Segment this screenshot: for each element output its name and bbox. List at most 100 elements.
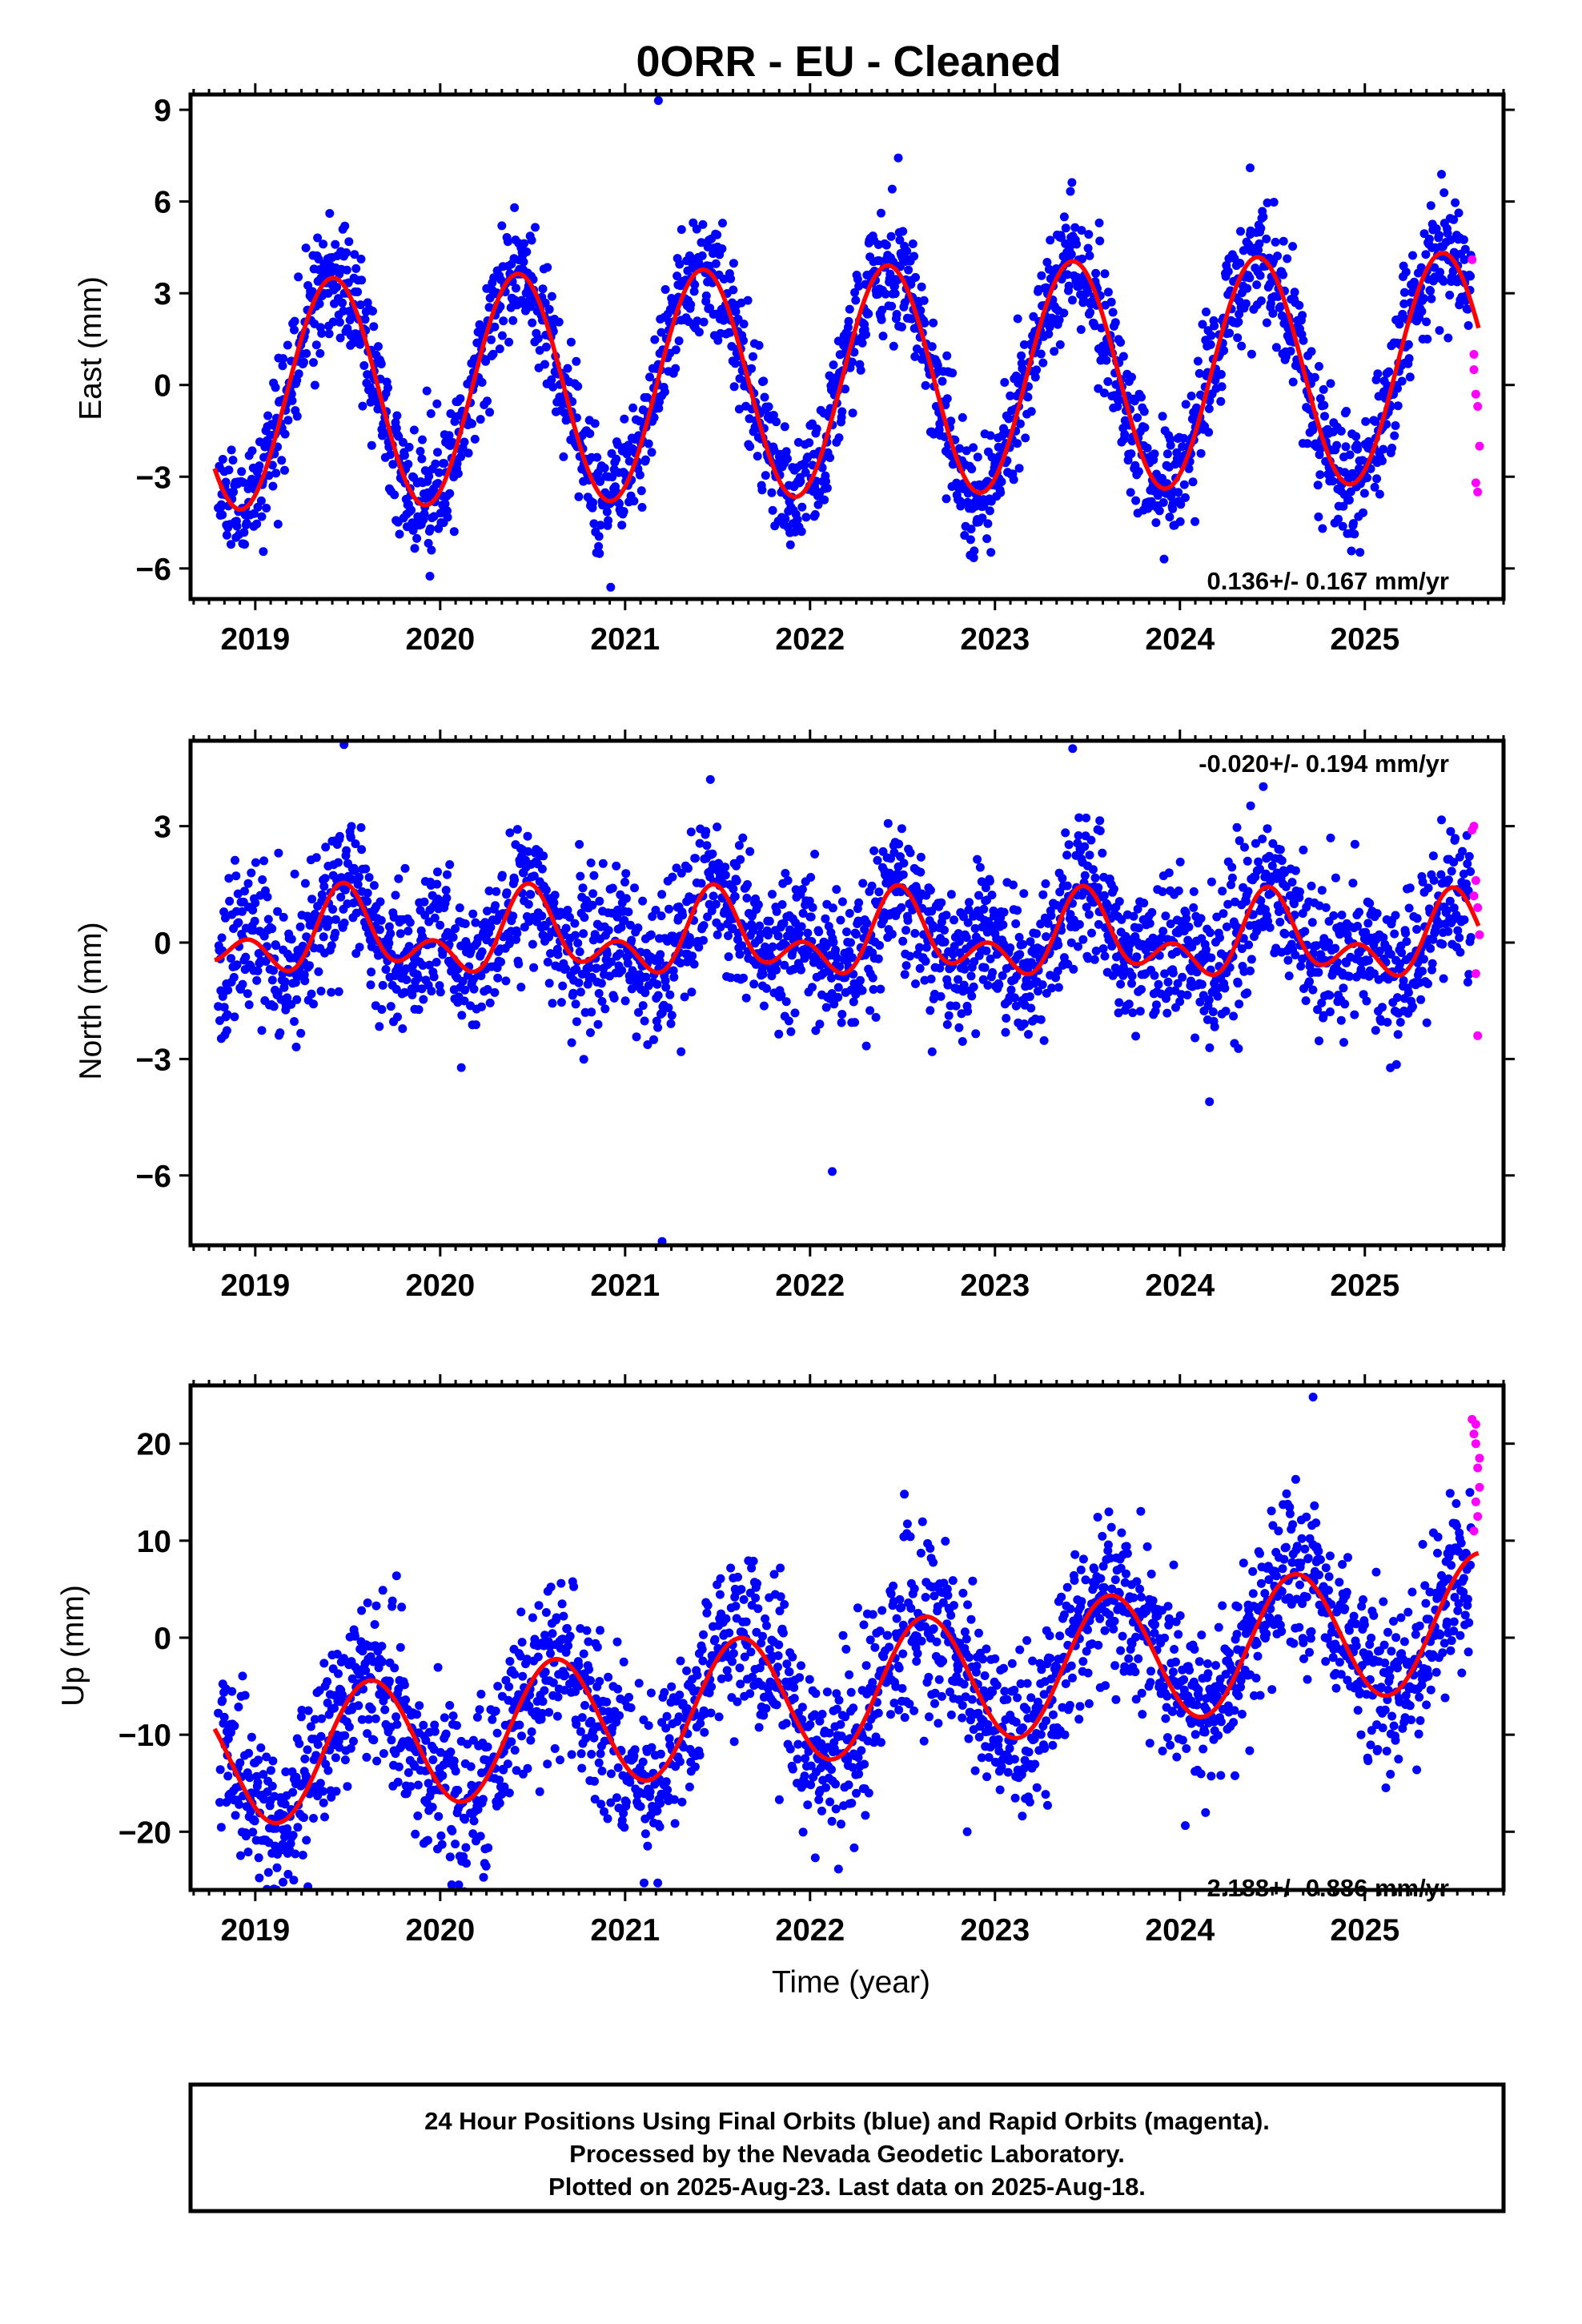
north-point <box>1412 914 1422 923</box>
north-point <box>649 1035 658 1044</box>
east-point <box>898 227 908 236</box>
north-point <box>609 993 619 1003</box>
east-point <box>1269 198 1279 207</box>
east-point <box>1417 307 1427 316</box>
east-point <box>1313 480 1323 490</box>
east-point <box>1206 340 1215 349</box>
north-point <box>347 875 357 884</box>
north-point <box>307 895 317 904</box>
north-point <box>1189 903 1199 912</box>
north-point <box>600 1004 610 1014</box>
east-point <box>424 472 434 481</box>
north-point <box>954 975 963 984</box>
north-point <box>942 911 951 920</box>
north-point <box>1223 899 1233 909</box>
north-point <box>491 901 500 911</box>
east-point <box>1151 518 1161 528</box>
east-point <box>1290 287 1299 297</box>
north-point <box>472 1020 480 1030</box>
east-point <box>357 275 367 285</box>
north-point <box>1307 881 1316 891</box>
north-point <box>982 946 991 955</box>
east-point <box>820 495 829 505</box>
east-point <box>938 376 947 386</box>
north-point <box>396 929 405 939</box>
north-point <box>668 872 677 882</box>
north-point <box>979 904 989 914</box>
north-point <box>225 896 235 906</box>
north-point <box>857 986 867 995</box>
north-point <box>1114 897 1124 907</box>
north-point <box>1331 873 1340 883</box>
east-point <box>264 471 274 480</box>
north-point <box>1291 951 1300 959</box>
north-point <box>1162 1008 1172 1018</box>
north-point <box>1265 923 1275 932</box>
north-point <box>1251 838 1260 848</box>
east-point <box>874 256 884 265</box>
north-point <box>1222 922 1231 931</box>
north-point <box>646 930 656 939</box>
north-point <box>1339 1038 1348 1047</box>
east-point <box>887 184 897 194</box>
north-point <box>1246 966 1255 975</box>
north-point <box>486 923 496 932</box>
east-point <box>948 368 958 378</box>
east-point <box>909 251 919 261</box>
north-point <box>386 1002 396 1011</box>
east-point <box>1426 201 1435 211</box>
east-point <box>453 468 463 478</box>
north-point <box>1062 850 1072 860</box>
east-point <box>911 272 920 282</box>
north-point <box>357 845 367 854</box>
north-point <box>964 905 974 915</box>
east-point <box>528 318 537 328</box>
north-point <box>669 966 678 975</box>
east-point <box>1066 250 1076 259</box>
north-point <box>926 1006 935 1015</box>
north-point <box>375 897 385 907</box>
north-point <box>940 937 950 947</box>
north-point <box>1296 962 1306 971</box>
east-point <box>781 514 790 524</box>
east-point <box>1207 331 1216 340</box>
east-point <box>242 518 251 528</box>
east-point <box>797 502 807 512</box>
east-point <box>805 438 814 448</box>
north-point <box>677 1047 686 1056</box>
north-point <box>772 907 781 916</box>
east-point <box>273 520 283 529</box>
north-point <box>1456 947 1465 957</box>
east-point <box>1403 340 1413 349</box>
east-point <box>1234 317 1243 327</box>
north-point <box>1229 1011 1239 1021</box>
east-point <box>512 283 520 293</box>
north-point <box>1046 911 1056 920</box>
north-point <box>1267 861 1277 870</box>
east-point <box>1347 546 1356 556</box>
north-point <box>404 927 413 936</box>
north-point <box>1135 1007 1145 1016</box>
east-point <box>268 481 278 491</box>
east-point <box>444 431 454 440</box>
north-point <box>1161 911 1170 921</box>
north-point <box>512 929 522 938</box>
north-point <box>999 939 1008 949</box>
east-point <box>409 425 419 435</box>
east-point <box>1084 230 1094 239</box>
north-point <box>753 900 763 910</box>
north-point <box>1355 907 1363 917</box>
north-point <box>1246 801 1255 810</box>
north-point <box>1127 971 1137 981</box>
east-point <box>218 455 227 464</box>
north-point <box>1268 838 1278 848</box>
north-point <box>502 888 512 898</box>
east-point <box>218 510 227 520</box>
east-point <box>904 265 913 275</box>
east-point <box>671 345 681 355</box>
east-point <box>1086 308 1095 317</box>
east-point <box>719 275 729 283</box>
north-point <box>724 931 733 940</box>
north-point <box>1212 912 1222 922</box>
east-point <box>1463 304 1472 314</box>
